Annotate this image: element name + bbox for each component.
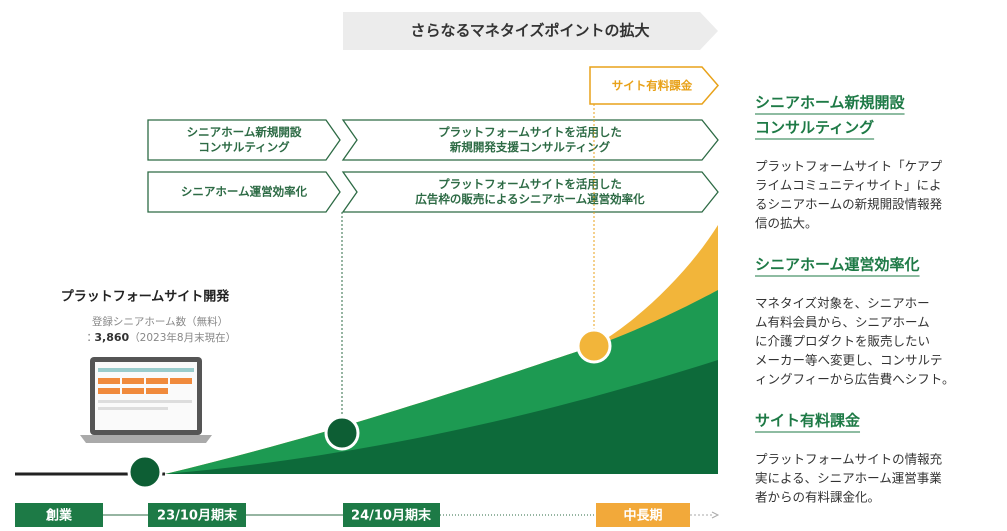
sidebar: シニアホーム新規開設コンサルティングプラットフォームサイト「ケアプライムコミュニ…	[755, 94, 955, 505]
section-body: ライムコミュニティサイト」によ	[755, 178, 942, 193]
section-body: 実による、シニアホーム運営事業	[755, 471, 942, 486]
section-body: ム有料会員から、シニアホーム	[755, 315, 930, 330]
arrow-text: シニアホーム新規開設	[187, 125, 302, 139]
timeline-label: 中長期	[623, 508, 662, 524]
count-prefix: ：	[84, 332, 95, 344]
count: 3,860	[94, 331, 129, 344]
laptop-icon	[80, 357, 212, 443]
section-body: 者からの有料課金化。	[755, 490, 880, 505]
milestone	[129, 456, 161, 488]
arrow-text: コンサルティング	[198, 140, 290, 154]
timeline-label: 23/10月期末	[157, 508, 238, 524]
section-body: プラットフォームサイト「ケアプ	[755, 159, 943, 174]
section-body: ィングフィーから広告費へシフト。	[755, 372, 955, 387]
arrow-text: 新規開発支援コンサルティング	[449, 140, 611, 154]
section-body: マネタイズ対象を、シニアホー	[755, 296, 930, 311]
timeline-arrow	[712, 512, 718, 518]
milestone	[326, 417, 358, 449]
arrow-text: 広告枠の販売によるシニアホーム運営効率化	[415, 192, 645, 206]
section-body: に介護プロダクトを販売したい	[755, 334, 930, 349]
section-body: るシニアホームの新規開設情報発	[755, 197, 943, 212]
milestone	[578, 330, 610, 362]
section-body: メーカー等へ変更し、コンサルテ	[755, 353, 943, 368]
platform-note: 登録シニアホーム数（無料）	[92, 315, 228, 328]
timeline-label: 創業	[45, 508, 73, 524]
diagram: さらなるマネタイズポイントの拡大 サイト有料課金 シニアホーム新規開設コンサルテ…	[0, 0, 1007, 527]
platform-count-line: ：3,860（2023年8月末現在）	[84, 331, 236, 344]
platform-title: プラットフォームサイト開発	[61, 289, 231, 305]
section-body: プラットフォームサイトの情報充	[755, 452, 942, 467]
paid-arrow-text: サイト有料課金	[612, 79, 693, 93]
banner-text: さらなるマネタイズポイントの拡大	[411, 22, 650, 40]
section-title: サイト有料課金	[755, 412, 861, 430]
page: { "banner": "さらなるマネタイズポイントの拡大", "paid_ar…	[0, 0, 1007, 527]
section-title: コンサルティング	[755, 119, 874, 137]
timeline-label: 24/10月期末	[351, 508, 432, 524]
section-title: シニアホーム新規開設	[755, 94, 906, 112]
count-suffix: （2023年8月末現在）	[129, 331, 236, 344]
arrow-text: シニアホーム運営効率化	[181, 185, 308, 199]
section-title: シニアホーム運営効率化	[755, 256, 920, 274]
section-body: 信の拡大。	[755, 216, 818, 231]
